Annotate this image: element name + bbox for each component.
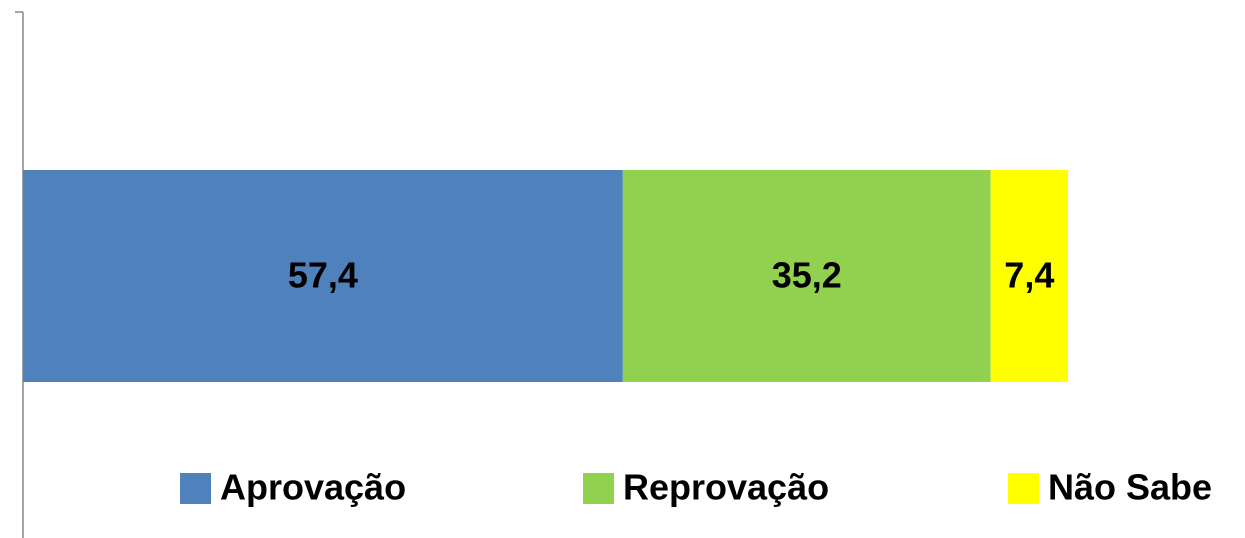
legend-swatch — [1008, 473, 1039, 504]
legend-label: Aprovação — [220, 467, 406, 508]
bar-segment — [990, 170, 1068, 382]
data-label: 35,2 — [772, 255, 842, 296]
legend-swatch — [180, 473, 211, 504]
legend-label: Não Sabe — [1048, 467, 1212, 508]
bar-segment — [622, 170, 991, 382]
data-label: 57,4 — [288, 255, 358, 296]
legend-swatch — [583, 473, 614, 504]
legend-label: Reprovação — [623, 467, 829, 508]
bar-segment — [23, 170, 623, 382]
data-label: 7,4 — [1004, 255, 1054, 296]
